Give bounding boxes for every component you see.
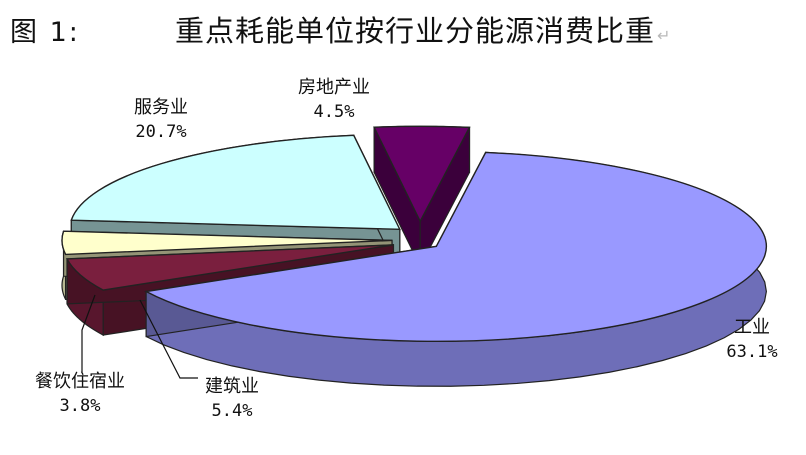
slice-real-estate	[373, 125, 471, 267]
leader-lines	[81, 294, 198, 379]
leader-line-catering	[81, 294, 96, 372]
value-label-catering: 3.8%	[60, 396, 101, 416]
value-label-real-estate: 4.5%	[314, 102, 355, 122]
value-label-services: 20.7%	[135, 122, 186, 142]
value-label-industry: 63.1%	[726, 342, 777, 362]
paragraph-mark-icon: ↵	[657, 26, 672, 45]
label-real-estate: 房地产业	[298, 77, 370, 98]
label-services: 服务业	[134, 97, 188, 118]
chart-title-text: 重点耗能单位按行业分能源消费比重	[175, 14, 656, 48]
figure-label: 图 1:	[10, 17, 80, 48]
slice-labels: 工业 63.1% 建筑业 5.4% 餐饮住宿业 3.8% 服务业 20.7% 房地产业 4.5%	[35, 77, 778, 421]
value-label-construction: 5.4%	[212, 401, 253, 421]
label-construction: 建筑业	[205, 376, 259, 397]
chart-title: 重点耗能单位按行业分能源消费比重 ↵	[175, 8, 671, 50]
slice-industry	[143, 151, 768, 387]
pie-slices	[61, 125, 768, 387]
label-catering: 餐饮住宿业	[35, 371, 125, 392]
label-industry: 工业	[734, 317, 770, 338]
leader-line-construction	[139, 299, 198, 379]
